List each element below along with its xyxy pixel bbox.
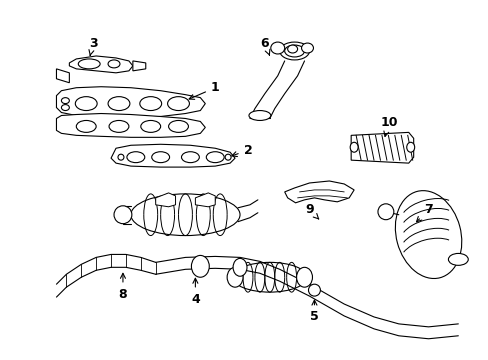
Text: 9: 9 bbox=[305, 203, 318, 219]
Ellipse shape bbox=[76, 121, 96, 132]
Text: 8: 8 bbox=[119, 273, 127, 301]
Polygon shape bbox=[111, 144, 235, 167]
Polygon shape bbox=[56, 113, 205, 137]
Ellipse shape bbox=[140, 96, 162, 111]
Ellipse shape bbox=[109, 121, 129, 132]
Ellipse shape bbox=[108, 96, 130, 111]
Ellipse shape bbox=[308, 284, 320, 296]
Ellipse shape bbox=[118, 154, 123, 160]
Ellipse shape bbox=[349, 142, 357, 152]
Ellipse shape bbox=[406, 142, 414, 152]
Ellipse shape bbox=[114, 206, 132, 224]
Ellipse shape bbox=[151, 152, 169, 163]
Ellipse shape bbox=[191, 255, 209, 277]
Ellipse shape bbox=[232, 262, 306, 292]
Polygon shape bbox=[56, 69, 69, 83]
Ellipse shape bbox=[141, 121, 161, 132]
Text: 6: 6 bbox=[260, 37, 269, 55]
Text: 2: 2 bbox=[231, 144, 252, 157]
Ellipse shape bbox=[447, 253, 468, 265]
Polygon shape bbox=[69, 56, 133, 73]
Ellipse shape bbox=[167, 96, 189, 111]
Ellipse shape bbox=[394, 191, 461, 279]
Text: 10: 10 bbox=[379, 116, 397, 136]
Ellipse shape bbox=[127, 152, 144, 163]
Polygon shape bbox=[133, 61, 145, 71]
Text: 5: 5 bbox=[309, 300, 318, 323]
Ellipse shape bbox=[284, 45, 304, 57]
Polygon shape bbox=[56, 87, 205, 117]
Polygon shape bbox=[195, 193, 215, 207]
Text: 3: 3 bbox=[89, 37, 97, 55]
Ellipse shape bbox=[181, 152, 199, 163]
Ellipse shape bbox=[377, 204, 393, 220]
Ellipse shape bbox=[279, 42, 309, 60]
Polygon shape bbox=[284, 181, 353, 203]
Ellipse shape bbox=[248, 111, 270, 121]
Text: 1: 1 bbox=[189, 81, 219, 99]
Ellipse shape bbox=[61, 98, 69, 104]
Text: 4: 4 bbox=[191, 278, 200, 306]
Ellipse shape bbox=[224, 154, 231, 160]
Ellipse shape bbox=[270, 42, 284, 54]
Ellipse shape bbox=[108, 60, 120, 68]
Ellipse shape bbox=[168, 121, 188, 132]
Ellipse shape bbox=[131, 194, 240, 235]
Ellipse shape bbox=[78, 59, 100, 69]
Text: 7: 7 bbox=[416, 203, 432, 222]
Ellipse shape bbox=[296, 267, 312, 287]
Polygon shape bbox=[155, 193, 175, 207]
Ellipse shape bbox=[287, 45, 297, 53]
Ellipse shape bbox=[226, 267, 243, 287]
Polygon shape bbox=[350, 132, 413, 163]
Ellipse shape bbox=[75, 96, 97, 111]
Ellipse shape bbox=[61, 105, 69, 111]
Ellipse shape bbox=[206, 152, 224, 163]
Ellipse shape bbox=[301, 43, 313, 53]
Ellipse shape bbox=[233, 258, 246, 276]
